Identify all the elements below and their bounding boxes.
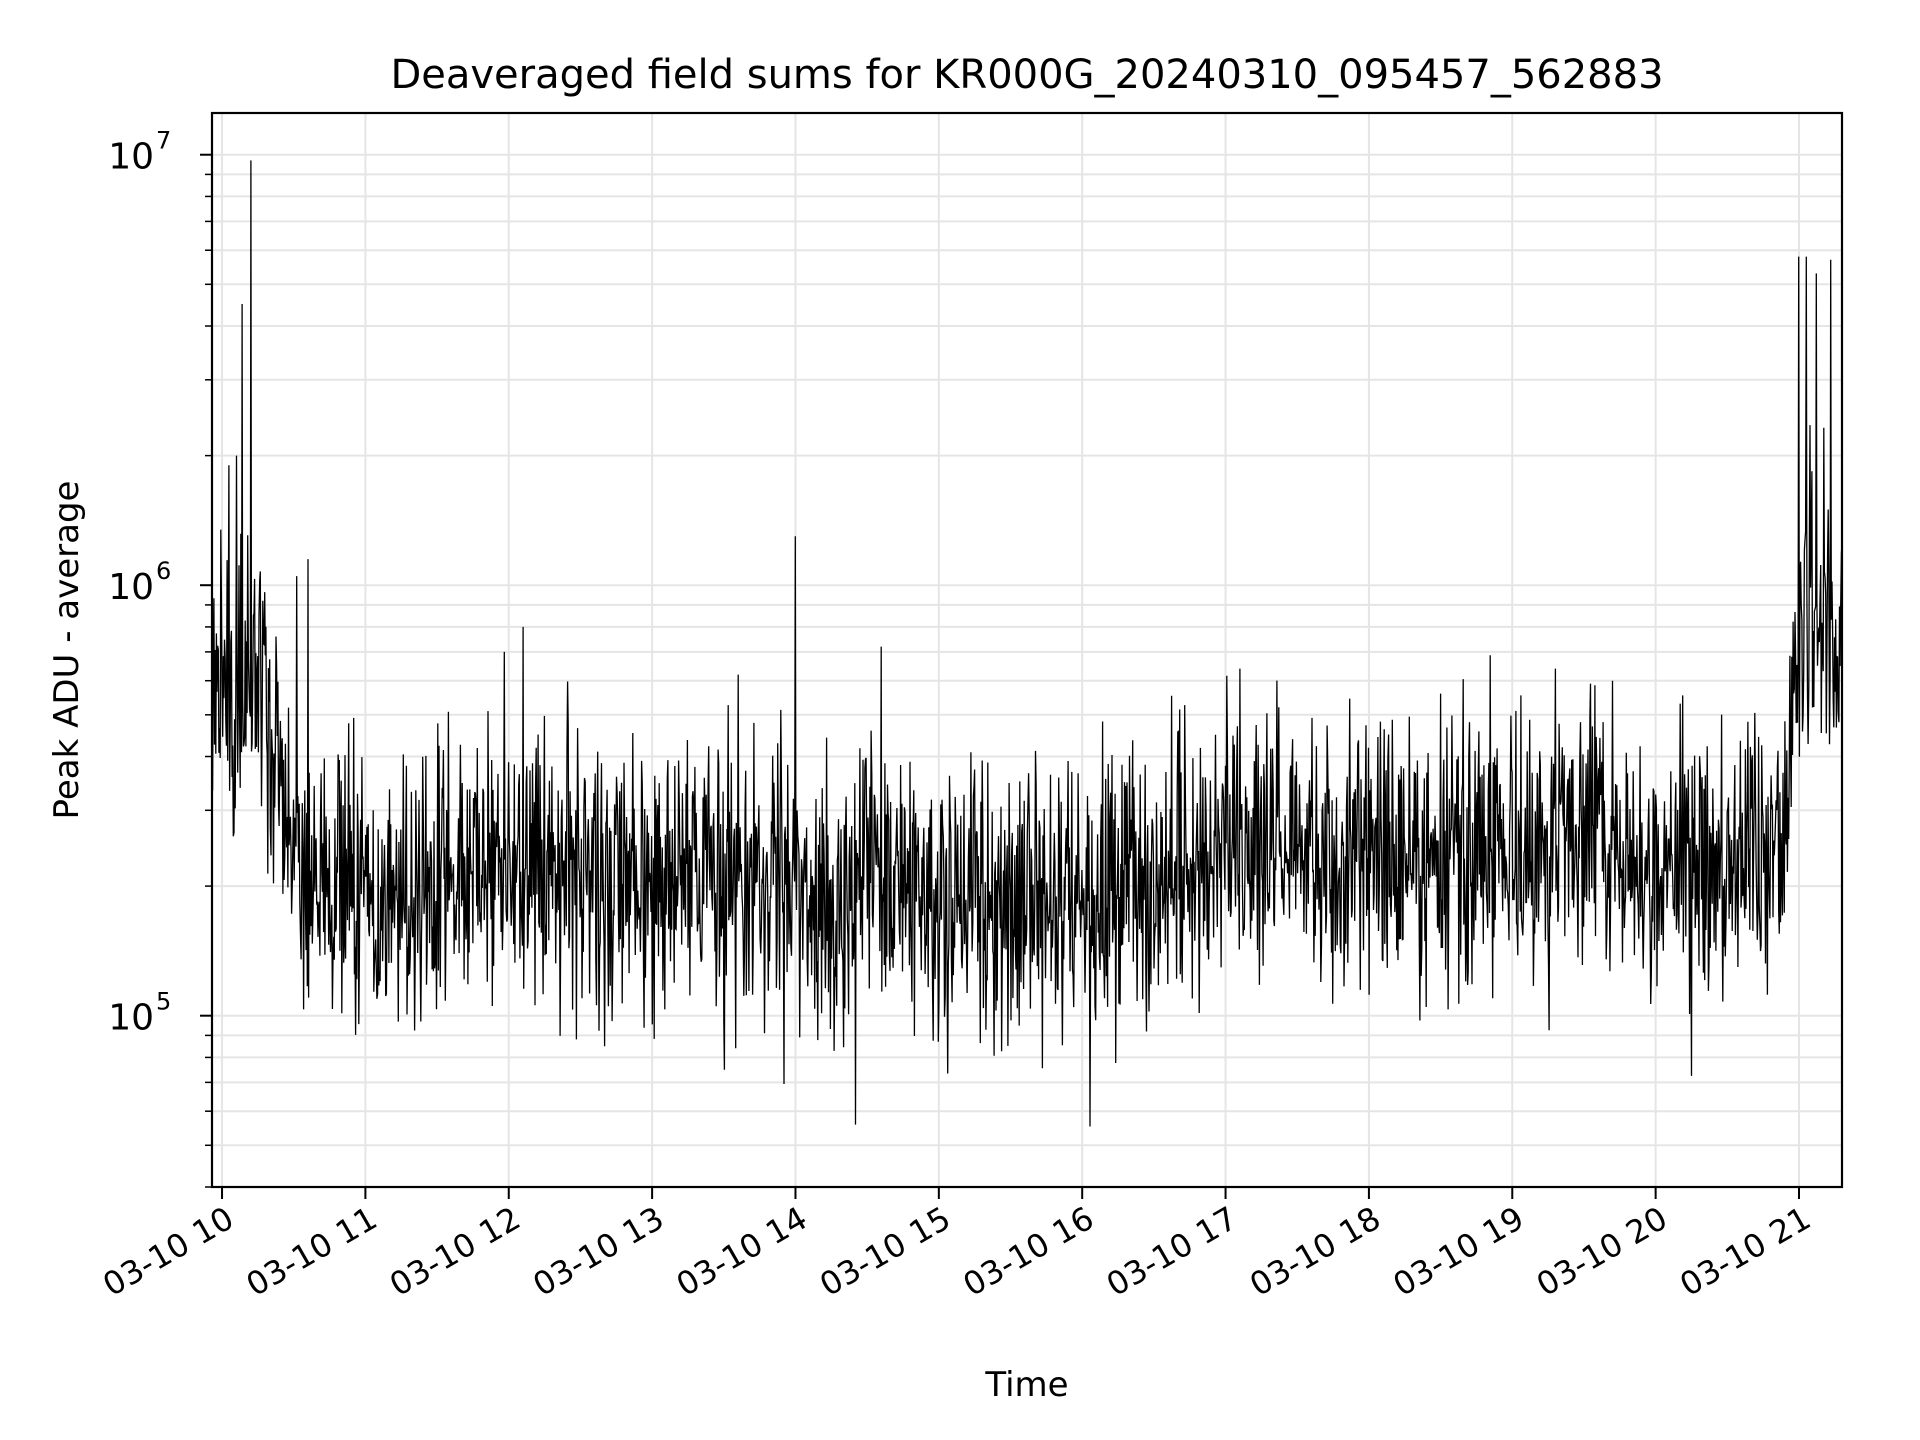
y-tick-label: 10 <box>108 567 154 608</box>
y-tick-exponent: 5 <box>156 988 171 1016</box>
y-axis-label: Peak ADU - average <box>47 481 87 820</box>
y-tick-label: 10 <box>108 137 154 178</box>
plot-frame <box>210 111 1844 1189</box>
y-tick-exponent: 6 <box>156 557 171 585</box>
grid <box>212 113 1842 1188</box>
chart-title: Deaveraged field sums for KR000G_2024031… <box>390 52 1663 98</box>
series-line <box>211 160 1843 1127</box>
series-path <box>211 160 1843 1127</box>
y-tick-label: 10 <box>108 998 154 1039</box>
x-axis-label: Time <box>984 1365 1068 1405</box>
y-tick-exponent: 7 <box>156 127 171 155</box>
